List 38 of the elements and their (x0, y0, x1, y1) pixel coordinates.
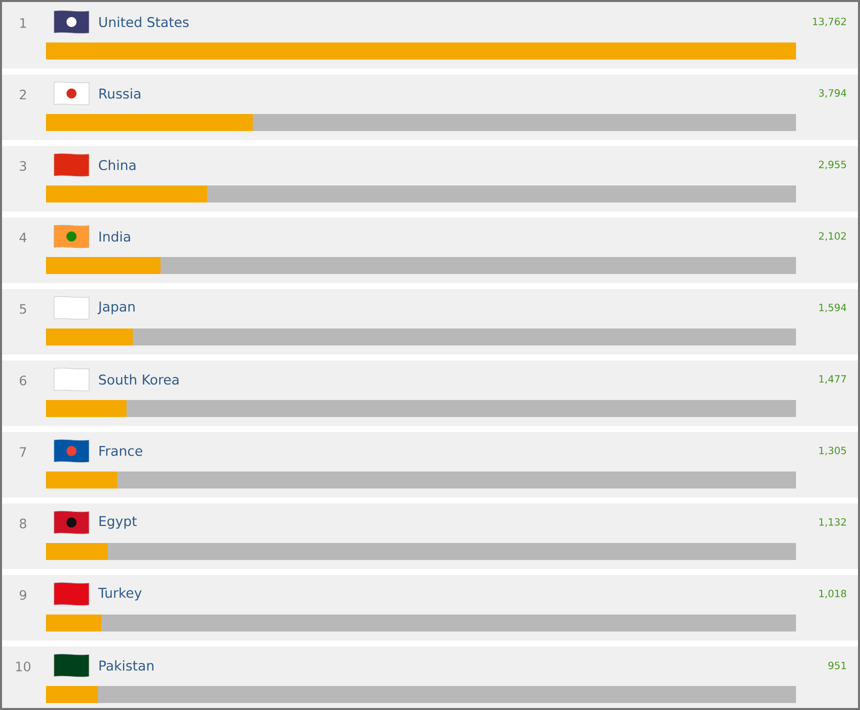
text: 6 (20, 376, 26, 386)
text: 4 (20, 232, 26, 242)
text: 2 (20, 90, 26, 100)
text: 9 (20, 590, 26, 600)
text: 7 (20, 447, 26, 457)
bar (46, 185, 208, 202)
data-label: 1,477 (819, 375, 846, 384)
data-label: 13,762 (813, 18, 846, 26)
text: 5 (20, 304, 26, 314)
bar (46, 542, 108, 560)
bar (46, 328, 133, 346)
data-label: 1,018 (819, 590, 846, 598)
bar (46, 256, 161, 274)
y-tick-label: France (100, 446, 142, 456)
y-tick-label: China (98, 160, 136, 170)
data-label: 2,102 (819, 232, 846, 241)
text: 3 (20, 161, 26, 171)
y-tick-label: South Korea (99, 374, 178, 385)
text: 10 (16, 662, 30, 672)
y-tick-label: United States (99, 16, 189, 28)
y-tick-label: Egypt (100, 516, 137, 529)
y-tick-label: Pakistan (100, 660, 154, 671)
y-tick-label: Turkey (98, 587, 142, 600)
bar (46, 471, 118, 488)
data-label: 1,305 (819, 446, 846, 456)
bar (46, 400, 127, 417)
data-label: 951 (828, 662, 846, 670)
y-tick-label: Russia (100, 88, 140, 99)
text: 8 (20, 518, 26, 528)
y-tick-label: Japan (98, 302, 135, 314)
data-label: 2,955 (819, 160, 846, 170)
data-label: 1,132 (819, 518, 846, 527)
text: 1 (20, 18, 26, 28)
data-label: 3,794 (819, 89, 846, 98)
data-label: 1,594 (819, 304, 846, 312)
bar (46, 686, 98, 703)
bar (46, 614, 102, 632)
y-tick-label: India (100, 231, 130, 242)
